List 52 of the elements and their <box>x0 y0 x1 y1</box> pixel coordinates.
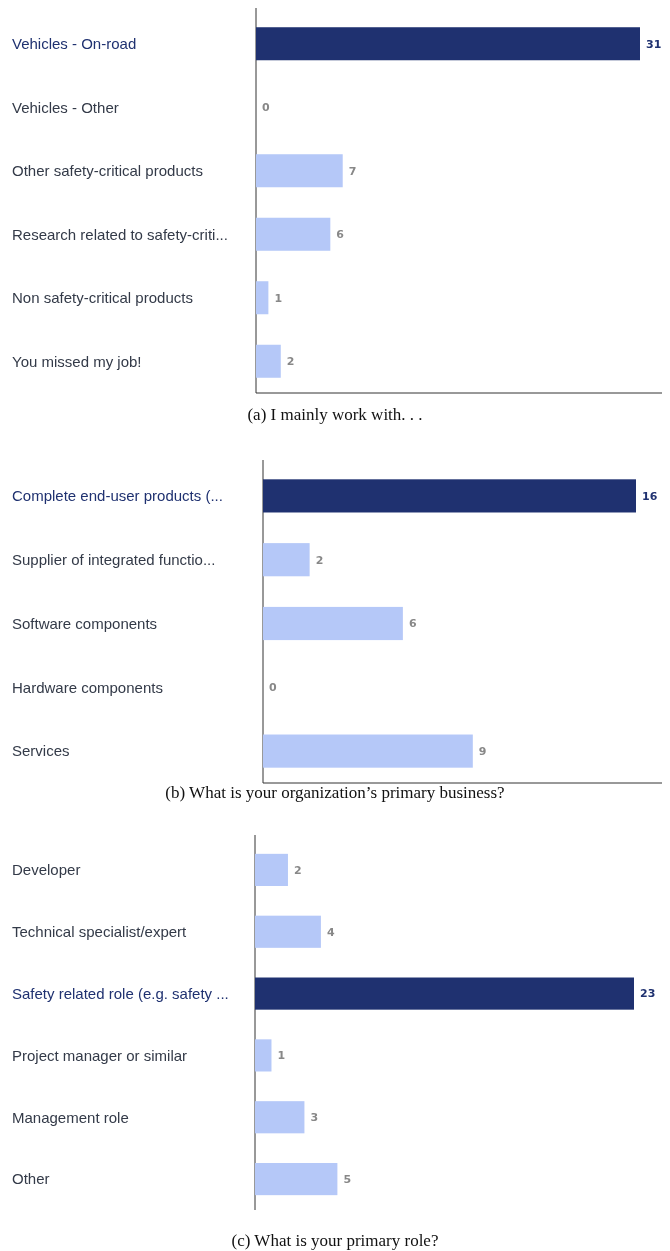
y-tick-label: Non safety-critical products <box>12 289 193 306</box>
data-label: 1 <box>277 1049 286 1063</box>
y-tick-label: Other <box>12 1170 50 1188</box>
y-tick-label: Technical specialist/expert <box>12 923 188 940</box>
data-label: 6 <box>408 617 417 631</box>
text: (b) What is your organization’s primary business? <box>165 783 505 802</box>
bar <box>255 915 321 948</box>
y-tick-label: Other safety-critical products <box>12 162 203 179</box>
y-tick-label: Supplier of integrated functio... <box>12 550 216 568</box>
data-label: 16 <box>642 489 658 503</box>
data-label: 2 <box>286 355 295 369</box>
data-label: 23 <box>640 987 656 1001</box>
text: (c) What is your primary role? <box>231 1231 439 1250</box>
y-tick-label: Management role <box>12 1108 129 1126</box>
bar <box>263 479 636 513</box>
bar <box>256 27 640 61</box>
bar <box>256 344 281 378</box>
y-tick-label: Vehicles - On-road <box>12 35 137 52</box>
bar <box>263 606 403 641</box>
bar <box>263 734 473 768</box>
y-tick-label: Hardware components <box>12 678 163 696</box>
bar <box>255 1163 338 1196</box>
bar <box>255 1039 272 1072</box>
bar <box>263 543 310 577</box>
data-label: 3 <box>310 1111 319 1125</box>
bar <box>255 853 288 886</box>
bar <box>255 977 634 1010</box>
y-tick-label: Software components <box>12 614 158 632</box>
data-label: 2 <box>293 863 302 877</box>
y-tick-label: Research related to safety-criti... <box>12 225 228 243</box>
data-label: 9 <box>478 744 487 758</box>
y-tick-label: Services <box>12 742 70 760</box>
data-label: 0 <box>262 101 270 115</box>
y-tick-label: You missed my job! <box>12 352 142 370</box>
data-label: 6 <box>336 228 345 242</box>
data-label: 5 <box>343 1172 352 1186</box>
bar <box>256 217 331 251</box>
y-tick-label: Complete end-user products (... <box>12 487 223 505</box>
bar <box>256 281 269 315</box>
data-label: 0 <box>269 681 277 695</box>
data-label: 1 <box>274 291 283 305</box>
y-tick-label: Project manager or similar <box>12 1046 188 1064</box>
data-label: 7 <box>348 164 357 178</box>
bar <box>256 154 343 188</box>
data-label: 2 <box>315 553 324 567</box>
bar <box>255 1101 305 1134</box>
text: (a) I mainly work with. . . <box>247 405 423 424</box>
y-tick-label: Developer <box>12 861 81 879</box>
y-tick-label: Safety related role (e.g. safety ... <box>12 984 229 1002</box>
data-label: 4 <box>326 925 335 939</box>
data-label: 31 <box>646 37 662 51</box>
y-tick-label: Vehicles - Other <box>12 98 119 116</box>
